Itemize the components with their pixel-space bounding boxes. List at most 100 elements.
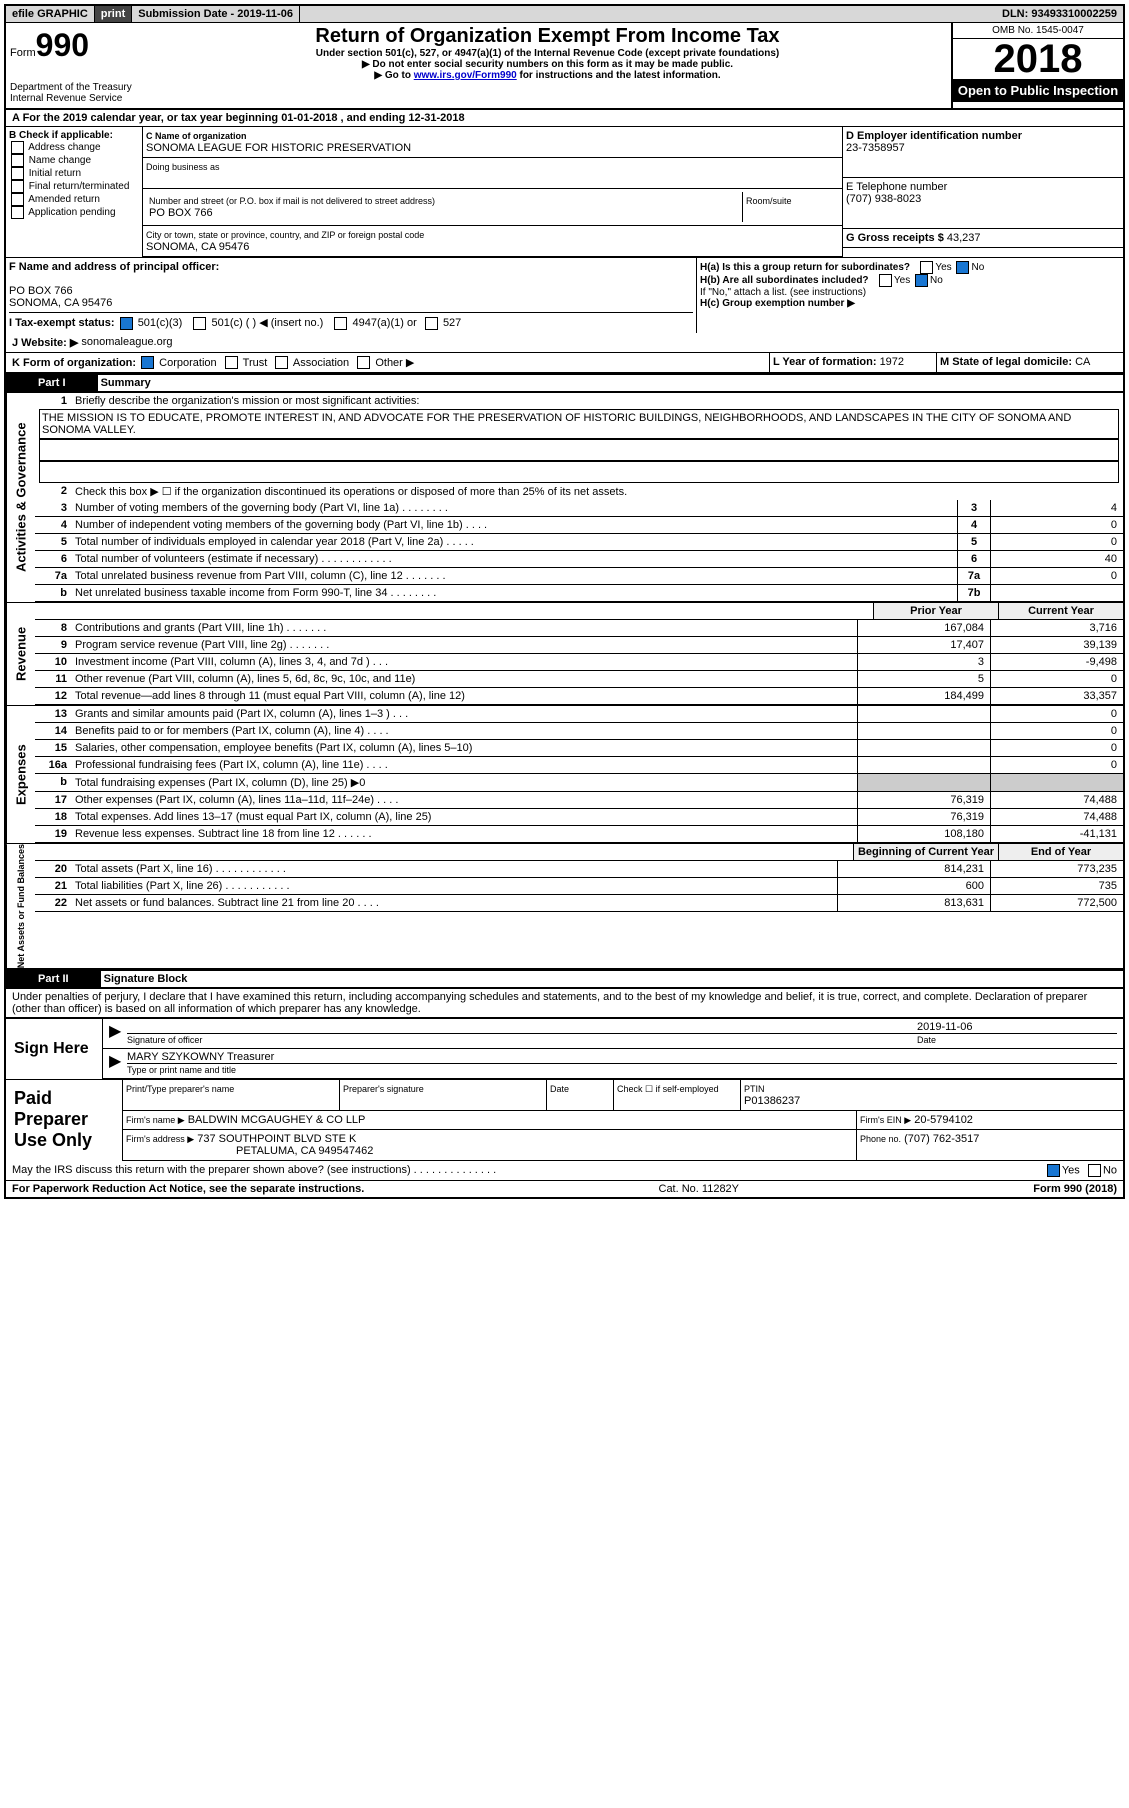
website: sonomaleague.org: [81, 336, 172, 349]
sign-here-block: Sign Here ▶ Signature of officer2019-11-…: [6, 1017, 1123, 1079]
expenses-block: Expenses 13Grants and similar amounts pa…: [6, 706, 1123, 844]
i-lbl: I Tax-exempt status:: [9, 317, 115, 329]
chk-527[interactable]: [425, 317, 438, 330]
print-button[interactable]: print: [95, 6, 132, 22]
vtab-expenses: Expenses: [6, 706, 35, 843]
preparer-lbl: Paid Preparer Use Only: [6, 1080, 122, 1161]
gov-line-5: 5Total number of individuals employed in…: [35, 534, 1123, 551]
gross-receipts: 43,237: [947, 232, 981, 244]
net-line-22: 22Net assets or fund balances. Subtract …: [35, 895, 1123, 912]
col-b: B Check if applicable: Address change Na…: [6, 127, 143, 257]
officer-addr2: SONOMA, CA 95476: [9, 297, 112, 309]
domicile: CA: [1075, 356, 1090, 368]
exp-line-14: 14Benefits paid to or for members (Part …: [35, 723, 1123, 740]
ha-lbl: H(a) Is this a group return for subordin…: [700, 262, 910, 273]
org-name: SONOMA LEAGUE FOR HISTORIC PRESERVATION: [146, 142, 411, 154]
row-f-h: F Name and address of principal officer:…: [6, 257, 1123, 333]
chk-4947[interactable]: [334, 317, 347, 330]
curr-year-hdr: Current Year: [998, 603, 1123, 619]
dln: DLN: 93493310002259: [996, 6, 1123, 22]
e-lbl: E Telephone number: [846, 181, 947, 193]
chk-assoc[interactable]: [275, 356, 288, 369]
subtitle-3: ▶ Go to www.irs.gov/Form990 for instruct…: [146, 70, 949, 81]
officer-name: MARY SZYKOWNY Treasurer: [127, 1051, 1117, 1064]
hb-lbl: H(b) Are all subordinates included?: [700, 275, 869, 286]
c-name-lbl: C Name of organization: [146, 131, 247, 141]
beg-year-hdr: Beginning of Current Year: [853, 844, 998, 860]
part-ii-header: Part II Signature Block: [6, 969, 1123, 989]
open-inspection: Open to Public Inspection: [953, 79, 1123, 102]
section-a: A For the 2019 calendar year, or tax yea…: [6, 110, 1123, 127]
foot-mid: Cat. No. 11282Y: [659, 1183, 740, 1195]
c-addr-lbl: Number and street (or P.O. box if mail i…: [149, 196, 435, 206]
net-line-21: 21Total liabilities (Part X, line 26) . …: [35, 878, 1123, 895]
topbar: efile GRAPHIC print Submission Date - 20…: [6, 6, 1123, 23]
rev-line-11: 11Other revenue (Part VIII, column (A), …: [35, 671, 1123, 688]
col-c: C Name of organizationSONOMA LEAGUE FOR …: [143, 127, 843, 257]
ptin: P01386237: [744, 1095, 800, 1107]
end-year-hdr: End of Year: [998, 844, 1123, 860]
chk-trust[interactable]: [225, 356, 238, 369]
netassets-block: Net Assets or Fund Balances Beginning of…: [6, 844, 1123, 969]
officer-addr1: PO BOX 766: [9, 285, 73, 297]
revenue-block: Revenue Prior YearCurrent Year 8Contribu…: [6, 603, 1123, 706]
gov-line-b: bNet unrelated business taxable income f…: [35, 585, 1123, 602]
sign-here-lbl: Sign Here: [6, 1019, 102, 1079]
submission-date: Submission Date - 2019-11-06: [132, 6, 300, 22]
row-j: J Website: ▶ sonomaleague.org: [6, 333, 1123, 353]
org-city: SONOMA, CA 95476: [146, 241, 249, 253]
chk-discuss-yes[interactable]: [1047, 1164, 1060, 1177]
foot-right: Form 990 (2018): [1033, 1183, 1117, 1195]
row-klm: K Form of organization: Corporation Trus…: [6, 353, 1123, 374]
exp-line-b: bTotal fundraising expenses (Part IX, co…: [35, 774, 1123, 792]
chk-501c3[interactable]: [120, 317, 133, 330]
g-lbl: G Gross receipts $: [846, 232, 944, 244]
form-990-page: efile GRAPHIC print Submission Date - 20…: [4, 4, 1125, 1199]
chk-final: Final return/terminated: [9, 180, 139, 193]
c-city-lbl: City or town, state or province, country…: [146, 230, 424, 240]
instructions-link[interactable]: www.irs.gov/Form990: [414, 70, 517, 81]
ein: 23-7358957: [846, 142, 905, 154]
hc-lbl: H(c) Group exemption number ▶: [700, 298, 855, 309]
chk-discuss-no[interactable]: [1088, 1164, 1101, 1177]
gov-line-4: 4Number of independent voting members of…: [35, 517, 1123, 534]
exp-line-16a: 16aProfessional fundraising fees (Part I…: [35, 757, 1123, 774]
part-i-header: Part I Summary: [6, 373, 1123, 393]
rev-line-8: 8Contributions and grants (Part VIII, li…: [35, 620, 1123, 637]
footer: For Paperwork Reduction Act Notice, see …: [6, 1181, 1123, 1197]
mission-text: THE MISSION IS TO EDUCATE, PROMOTE INTER…: [39, 409, 1119, 439]
vtab-netassets: Net Assets or Fund Balances: [6, 844, 35, 968]
chk-address: Address change: [9, 141, 139, 154]
prior-year-hdr: Prior Year: [873, 603, 998, 619]
block-bcdefg: B Check if applicable: Address change Na…: [6, 127, 1123, 257]
exp-line-13: 13Grants and similar amounts paid (Part …: [35, 706, 1123, 723]
tax-year: 2018: [953, 39, 1123, 79]
foot-left: For Paperwork Reduction Act Notice, see …: [12, 1183, 364, 1195]
room-lbl: Room/suite: [746, 196, 792, 206]
col-d: D Employer identification number23-73589…: [843, 127, 1123, 257]
org-addr: PO BOX 766: [149, 207, 213, 219]
subtitle-1: Under section 501(c), 527, or 4947(a)(1)…: [146, 48, 949, 59]
chk-501c[interactable]: [193, 317, 206, 330]
chk-initial: Initial return: [9, 167, 139, 180]
f-lbl: F Name and address of principal officer:: [9, 261, 219, 273]
chk-corp[interactable]: [141, 356, 154, 369]
b-label: B Check if applicable:: [9, 130, 113, 141]
phone: (707) 938-8023: [846, 193, 921, 205]
subtitle-2: ▶ Do not enter social security numbers o…: [146, 59, 949, 70]
rev-line-9: 9Program service revenue (Part VIII, lin…: [35, 637, 1123, 654]
rev-line-10: 10Investment income (Part VIII, column (…: [35, 654, 1123, 671]
exp-line-15: 15Salaries, other compensation, employee…: [35, 740, 1123, 757]
preparer-block: Paid Preparer Use Only Print/Type prepar…: [6, 1079, 1123, 1161]
c-dba-lbl: Doing business as: [146, 162, 220, 172]
rev-line-12: 12Total revenue—add lines 8 through 11 (…: [35, 688, 1123, 705]
gov-line-3: 3Number of voting members of the governi…: [35, 500, 1123, 517]
mission-line3: [39, 461, 1119, 483]
firm-addr: 737 SOUTHPOINT BLVD STE K: [197, 1133, 356, 1145]
gov-line-7a: 7aTotal unrelated business revenue from …: [35, 568, 1123, 585]
dept-label: Department of the Treasury Internal Reve…: [10, 82, 140, 104]
firm-ein: 20-5794102: [914, 1114, 973, 1126]
governance-block: Activities & Governance 1Briefly describ…: [6, 393, 1123, 603]
chk-other[interactable]: [357, 356, 370, 369]
chk-pending: Application pending: [9, 206, 139, 219]
